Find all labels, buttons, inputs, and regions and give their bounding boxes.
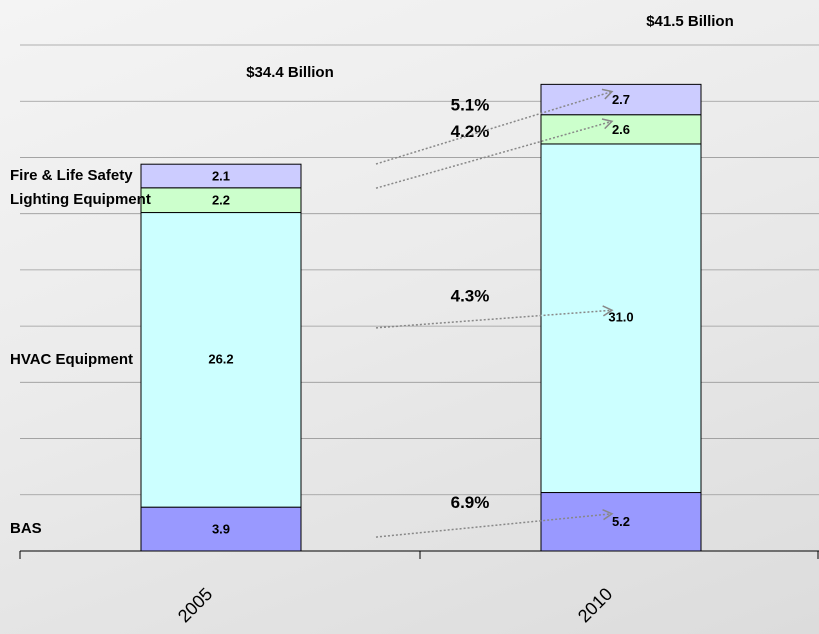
total-label: $34.4 Billion [246,64,334,81]
bar-segment [540,143,702,494]
series-label: BAS [10,520,42,537]
total-label: $41.5 Billion [646,13,734,30]
bar-segment [540,492,702,552]
series-label: HVAC Equipment [10,351,133,368]
bar-segment [140,506,302,552]
value-label: 2.2 [212,193,230,208]
value-label: 2.7 [612,92,630,107]
growth-arrow [375,305,614,329]
x-tick-label: 2005 [174,584,216,626]
value-label: 2.1 [212,168,230,183]
growth-label: 4.3% [451,287,490,306]
bar-segment [540,83,702,116]
value-label: 3.9 [212,522,230,537]
growth-label: 6.9% [451,493,490,512]
series-label: Lighting Equipment [10,191,151,208]
bar-segment [140,187,302,214]
bar-segment [540,114,702,145]
value-label: 2.6 [612,122,630,137]
growth-label: 5.1% [451,95,490,114]
value-label: 31.0 [608,310,633,325]
value-label: 26.2 [208,351,233,366]
series-label: Fire & Life Safety [10,167,133,184]
growth-arrow [375,118,614,189]
growth-arrow [375,88,614,165]
value-label: 5.2 [612,514,630,529]
growth-arrow [375,508,614,538]
bar-segment [140,212,302,508]
bar-segment [140,163,302,189]
growth-label: 4.2% [451,122,490,141]
x-tick-label: 2010 [574,584,616,626]
